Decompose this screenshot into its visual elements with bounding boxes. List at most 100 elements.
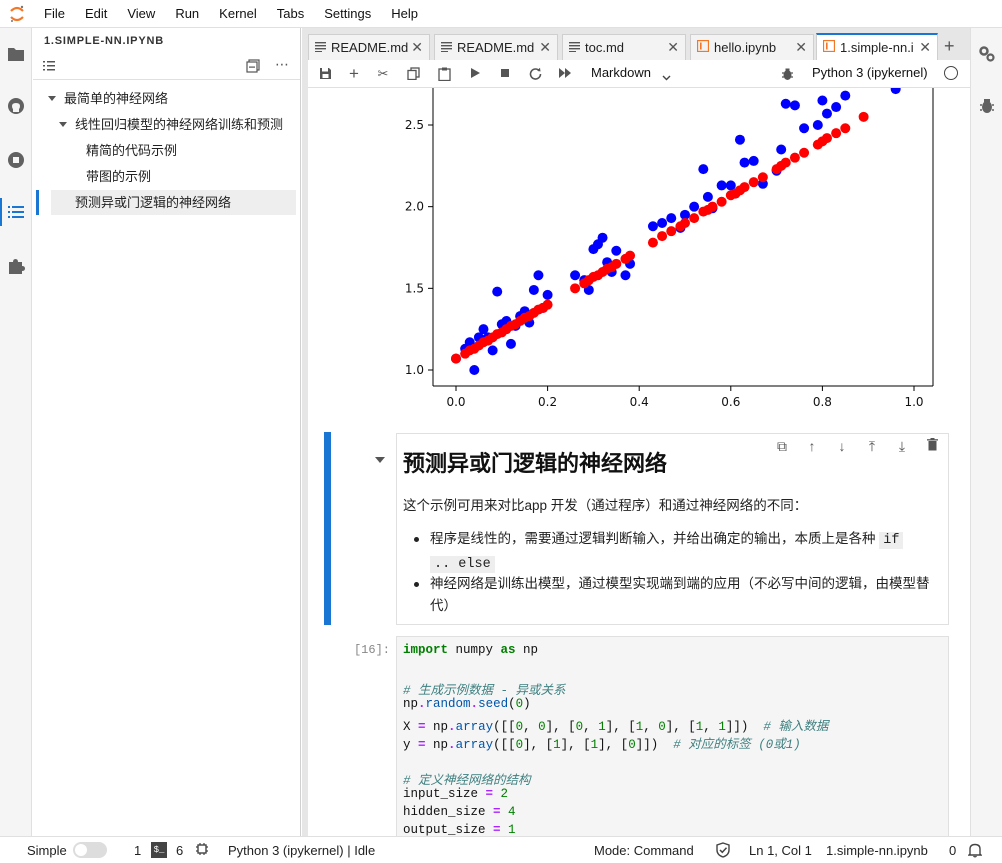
data-point-red [739, 182, 750, 193]
move-up-arrow-icon[interactable]: ↑ [808, 438, 816, 454]
more-options-icon[interactable]: ⋯ [275, 56, 290, 72]
menu-tabs[interactable]: Tabs [276, 5, 305, 21]
kernel-count[interactable]: 6 [176, 843, 184, 858]
close-icon[interactable]: ✕ [411, 39, 423, 55]
terminal-icon[interactable]: $_ [151, 842, 167, 858]
restart-kernel-icon[interactable] [528, 67, 542, 81]
tab-bar: README.md ✕ README.md ✕ toc.md ✕ hello.ipynb ✕ 1… [302, 28, 970, 60]
close-icon[interactable]: ✕ [795, 39, 807, 55]
main-dock-area: README.md ✕ README.md ✕ toc.md ✕ hello.ipynb ✕ 1… [302, 28, 970, 836]
code-line: y = np.array([[0], [1], [1], [0]]) # 对应的… [403, 738, 801, 752]
debugger-bug-icon[interactable] [971, 86, 1002, 126]
data-point-blue [492, 286, 503, 297]
close-icon[interactable]: ✕ [667, 39, 679, 55]
toc-item[interactable]: 线性回归模型的神经网络训练和预测 [75, 117, 284, 132]
copy-icon[interactable] [406, 67, 420, 81]
debugger-toggle-bug-icon[interactable] [780, 67, 794, 81]
paste-clipboard-icon[interactable] [437, 67, 451, 82]
markdown-cell[interactable]: ⧉ ↑ ↓ ⤒ ⤓ 预测异或门逻辑的神经网络 这个示例可用来对比app 开发（通… [396, 433, 949, 625]
numbering-list-icon[interactable] [43, 60, 55, 75]
close-icon[interactable]: ✕ [919, 39, 931, 55]
insert-cell-icon[interactable]: + [349, 64, 359, 83]
menu-run[interactable]: Run [175, 5, 200, 21]
collapse-all-icon[interactable] [246, 59, 260, 76]
tab[interactable]: README.md ✕ [308, 34, 430, 60]
duplicate-cell-icon[interactable]: ⧉ [777, 438, 787, 454]
property-inspector-gear-icon[interactable] [971, 34, 1002, 74]
data-point-blue [666, 213, 677, 224]
interrupt-stop-icon[interactable] [498, 67, 512, 81]
list-item-text: 程序是线性的，需要通过逻辑判断输入，并给出确定的输出，本质上是各种 [430, 531, 880, 546]
menu-settings[interactable]: Settings [324, 5, 372, 21]
cell-type-select[interactable]: Markdown [591, 65, 651, 80]
tab[interactable]: hello.ipynb ✕ [690, 34, 814, 60]
menu-kernel[interactable]: Kernel [219, 5, 257, 21]
notification-bell-icon[interactable] [967, 842, 983, 861]
github-icon[interactable] [0, 86, 32, 126]
toc-expand-caret-icon[interactable] [59, 122, 67, 127]
menu-help[interactable]: Help [391, 5, 418, 21]
table-of-contents-icon[interactable] [0, 192, 32, 232]
close-icon[interactable]: ✕ [539, 39, 551, 55]
data-point-blue [840, 90, 851, 101]
toc-item[interactable]: 带图的示例 [86, 169, 152, 184]
trusted-shield-icon[interactable] [716, 842, 730, 861]
tab-label: 1.simple-nn.i [840, 40, 914, 55]
toc-expand-caret-icon[interactable] [48, 96, 56, 101]
data-point-blue [570, 270, 581, 281]
markdown-heading: 预测异或门逻辑的神经网络 [403, 451, 668, 476]
data-point-red [748, 177, 759, 188]
menu-edit[interactable]: Edit [84, 5, 108, 21]
insert-below-icon[interactable]: ⤓ [898, 438, 906, 454]
tab[interactable]: toc.md ✕ [562, 34, 686, 60]
collapse-heading-arrow-icon[interactable] [375, 457, 385, 463]
add-tab-icon[interactable]: + [944, 36, 955, 56]
toc-panel-title: 1.SIMPLE-NN.IPYNB [44, 35, 164, 47]
toc-item[interactable]: 预测异或门逻辑的神经网络 [75, 195, 232, 210]
menu-view[interactable]: View [127, 5, 156, 21]
data-point-blue [890, 88, 901, 95]
toc-toolbar: ⋯ [33, 54, 300, 80]
kernel-chip-icon[interactable] [195, 842, 209, 859]
tab-label: hello.ipynb [714, 40, 777, 55]
right-sidebar-rail [970, 28, 1002, 836]
insert-above-icon[interactable]: ⤒ [868, 438, 876, 454]
data-point-blue [680, 209, 690, 220]
data-point-red [789, 152, 800, 163]
restart-run-all-icon[interactable] [558, 67, 572, 81]
delete-trash-icon[interactable] [917, 438, 947, 460]
cut-scissors-icon[interactable]: ✂ [377, 66, 389, 81]
data-point-red [780, 157, 791, 168]
data-point-blue [528, 284, 539, 295]
data-point-red [689, 213, 700, 224]
data-point-red [625, 250, 636, 261]
cursor-position[interactable]: Ln 1, Col 1 [749, 843, 812, 858]
y-tick-label: 2.0 [405, 200, 424, 214]
toc-selected-highlight [51, 190, 296, 215]
code-line: hidden_size = 4 [403, 805, 516, 819]
scatter-plot: 0.0 0.2 0.4 0.6 0.8 1.0 1.0 1.5 2.0 2.5 [405, 88, 934, 409]
tab[interactable]: README.md ✕ [434, 34, 558, 60]
cell-toolbar: ⧉ ↑ ↓ ⤒ ⤓ [767, 438, 947, 460]
data-point-blue [478, 324, 489, 335]
list-item-text: 神经网络是训练出模型，通过模型实现端到端的应用（不必写中间的逻辑，由模型替代） [430, 576, 930, 613]
extension-puzzle-icon[interactable] [0, 246, 32, 286]
toc-item[interactable]: 最简单的神经网络 [64, 91, 169, 106]
code-cell-editor[interactable]: import numpy as np # 生成示例数据 - 异或关系 np.rand… [396, 636, 949, 836]
folder-icon[interactable] [0, 34, 32, 74]
chevron-down-icon[interactable] [662, 69, 671, 84]
notification-count[interactable]: 0 [949, 843, 957, 858]
active-cell-indicator[interactable] [324, 432, 331, 625]
save-icon[interactable] [318, 67, 332, 81]
move-down-arrow-icon[interactable]: ↓ [838, 438, 846, 454]
menu-file[interactable]: File [44, 5, 65, 21]
notebook-file-icon [822, 39, 836, 55]
kernel-name-button[interactable]: Python 3 (ipykernel) [812, 65, 928, 80]
terminal-count[interactable]: 1 [134, 843, 142, 858]
simple-mode-toggle[interactable] [73, 842, 107, 858]
running-stop-icon[interactable] [0, 140, 32, 180]
tab[interactable]: 1.simple-nn.i ✕ [816, 33, 938, 60]
kernel-status-text[interactable]: Python 3 (ipykernel) | Idle [228, 843, 376, 858]
run-cell-play-icon[interactable] [468, 67, 482, 81]
toc-item[interactable]: 精简的代码示例 [86, 143, 178, 158]
